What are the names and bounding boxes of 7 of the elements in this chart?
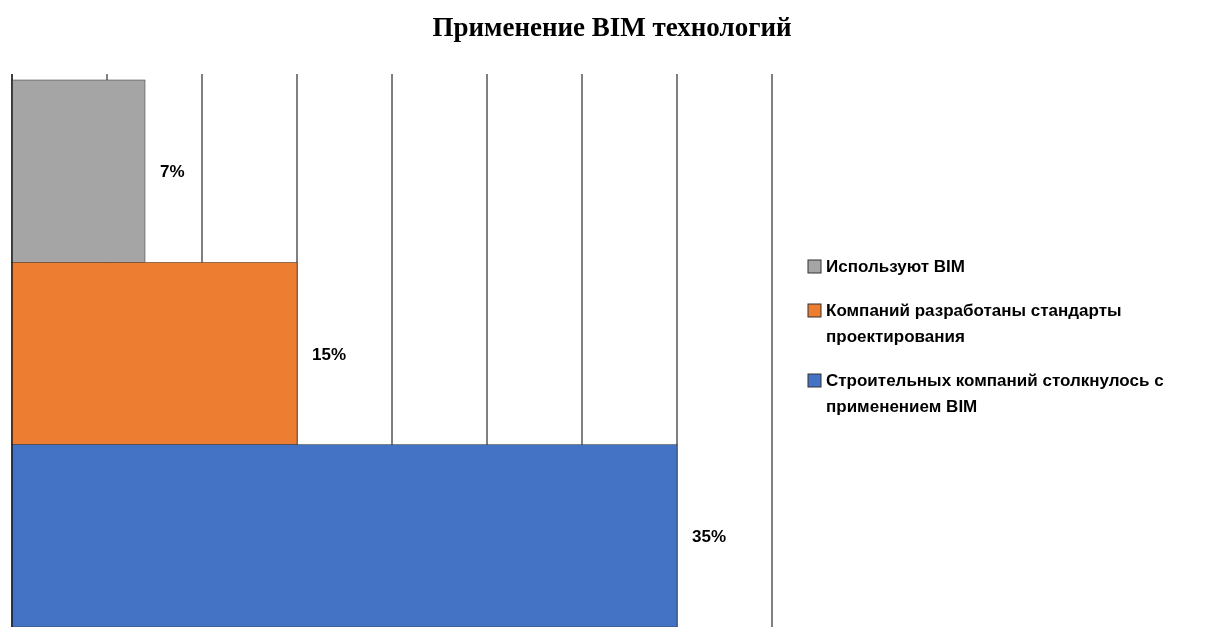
legend-label: Строительных компаний столкнулось с применением BIM bbox=[826, 371, 1164, 416]
legend-label: Компаний разработаны стандарты проектирования bbox=[826, 301, 1122, 346]
data-label: 7% bbox=[160, 162, 185, 182]
legend-label: Используют BIM bbox=[826, 257, 965, 276]
chart-title: Применение BIM технологий bbox=[432, 12, 792, 42]
data-label: 15% bbox=[312, 344, 347, 364]
data-label: 35% bbox=[692, 526, 727, 546]
